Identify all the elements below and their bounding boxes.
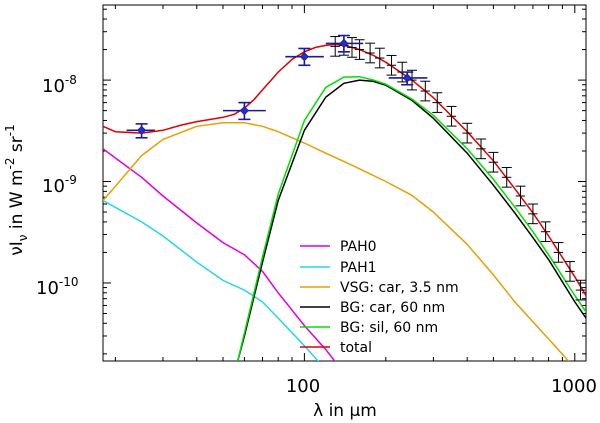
obs-blue-marker (137, 125, 147, 135)
obs-blue-marker (402, 73, 412, 83)
y-tick-label-1e-8: 10-8 (42, 73, 77, 97)
y-axis-title: νIν in W m-2 sr-1 (3, 124, 30, 255)
series-line-5 (103, 43, 586, 296)
y-tick-label-1e-10: 10-10 (36, 275, 79, 299)
x-axis-title: λ in μm (313, 401, 377, 421)
legend-label-bg-sil: BG: sil, 60 nm (340, 320, 438, 336)
observations-layer (126, 34, 586, 301)
series-line-0 (103, 148, 336, 361)
obs-blue-marker (339, 38, 349, 48)
series-layer (103, 43, 586, 361)
legend-label-pah0: PAH0 (340, 239, 377, 255)
legend-label-total: total (340, 340, 372, 356)
legend-label-bg-car: BG: car, 60 nm (340, 300, 445, 316)
plot-frame (102, 4, 587, 362)
axis-ticks (103, 5, 586, 361)
obs-blue-marker (299, 52, 309, 62)
legend: PAH0 PAH1 VSG: car, 3.5 nm BG: car, 60 n… (300, 239, 459, 356)
x-tick-label-1000: 1000 (551, 376, 597, 397)
series-line-1 (103, 199, 320, 361)
x-tick-label-100: 100 (286, 376, 320, 397)
obs-blue-marker (239, 106, 249, 116)
legend-label-vsg: VSG: car, 3.5 nm (340, 280, 459, 296)
series-line-3 (236, 79, 586, 361)
series-line-4 (236, 75, 586, 361)
legend-label-pah1: PAH1 (340, 260, 377, 276)
y-tick-label-1e-9: 10-9 (42, 173, 77, 197)
series-line-2 (103, 121, 570, 361)
